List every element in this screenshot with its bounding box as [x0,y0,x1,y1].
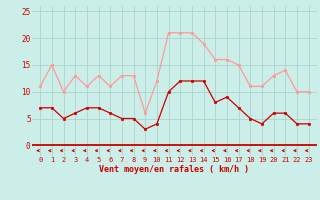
X-axis label: Vent moyen/en rafales ( km/h ): Vent moyen/en rafales ( km/h ) [100,165,249,174]
